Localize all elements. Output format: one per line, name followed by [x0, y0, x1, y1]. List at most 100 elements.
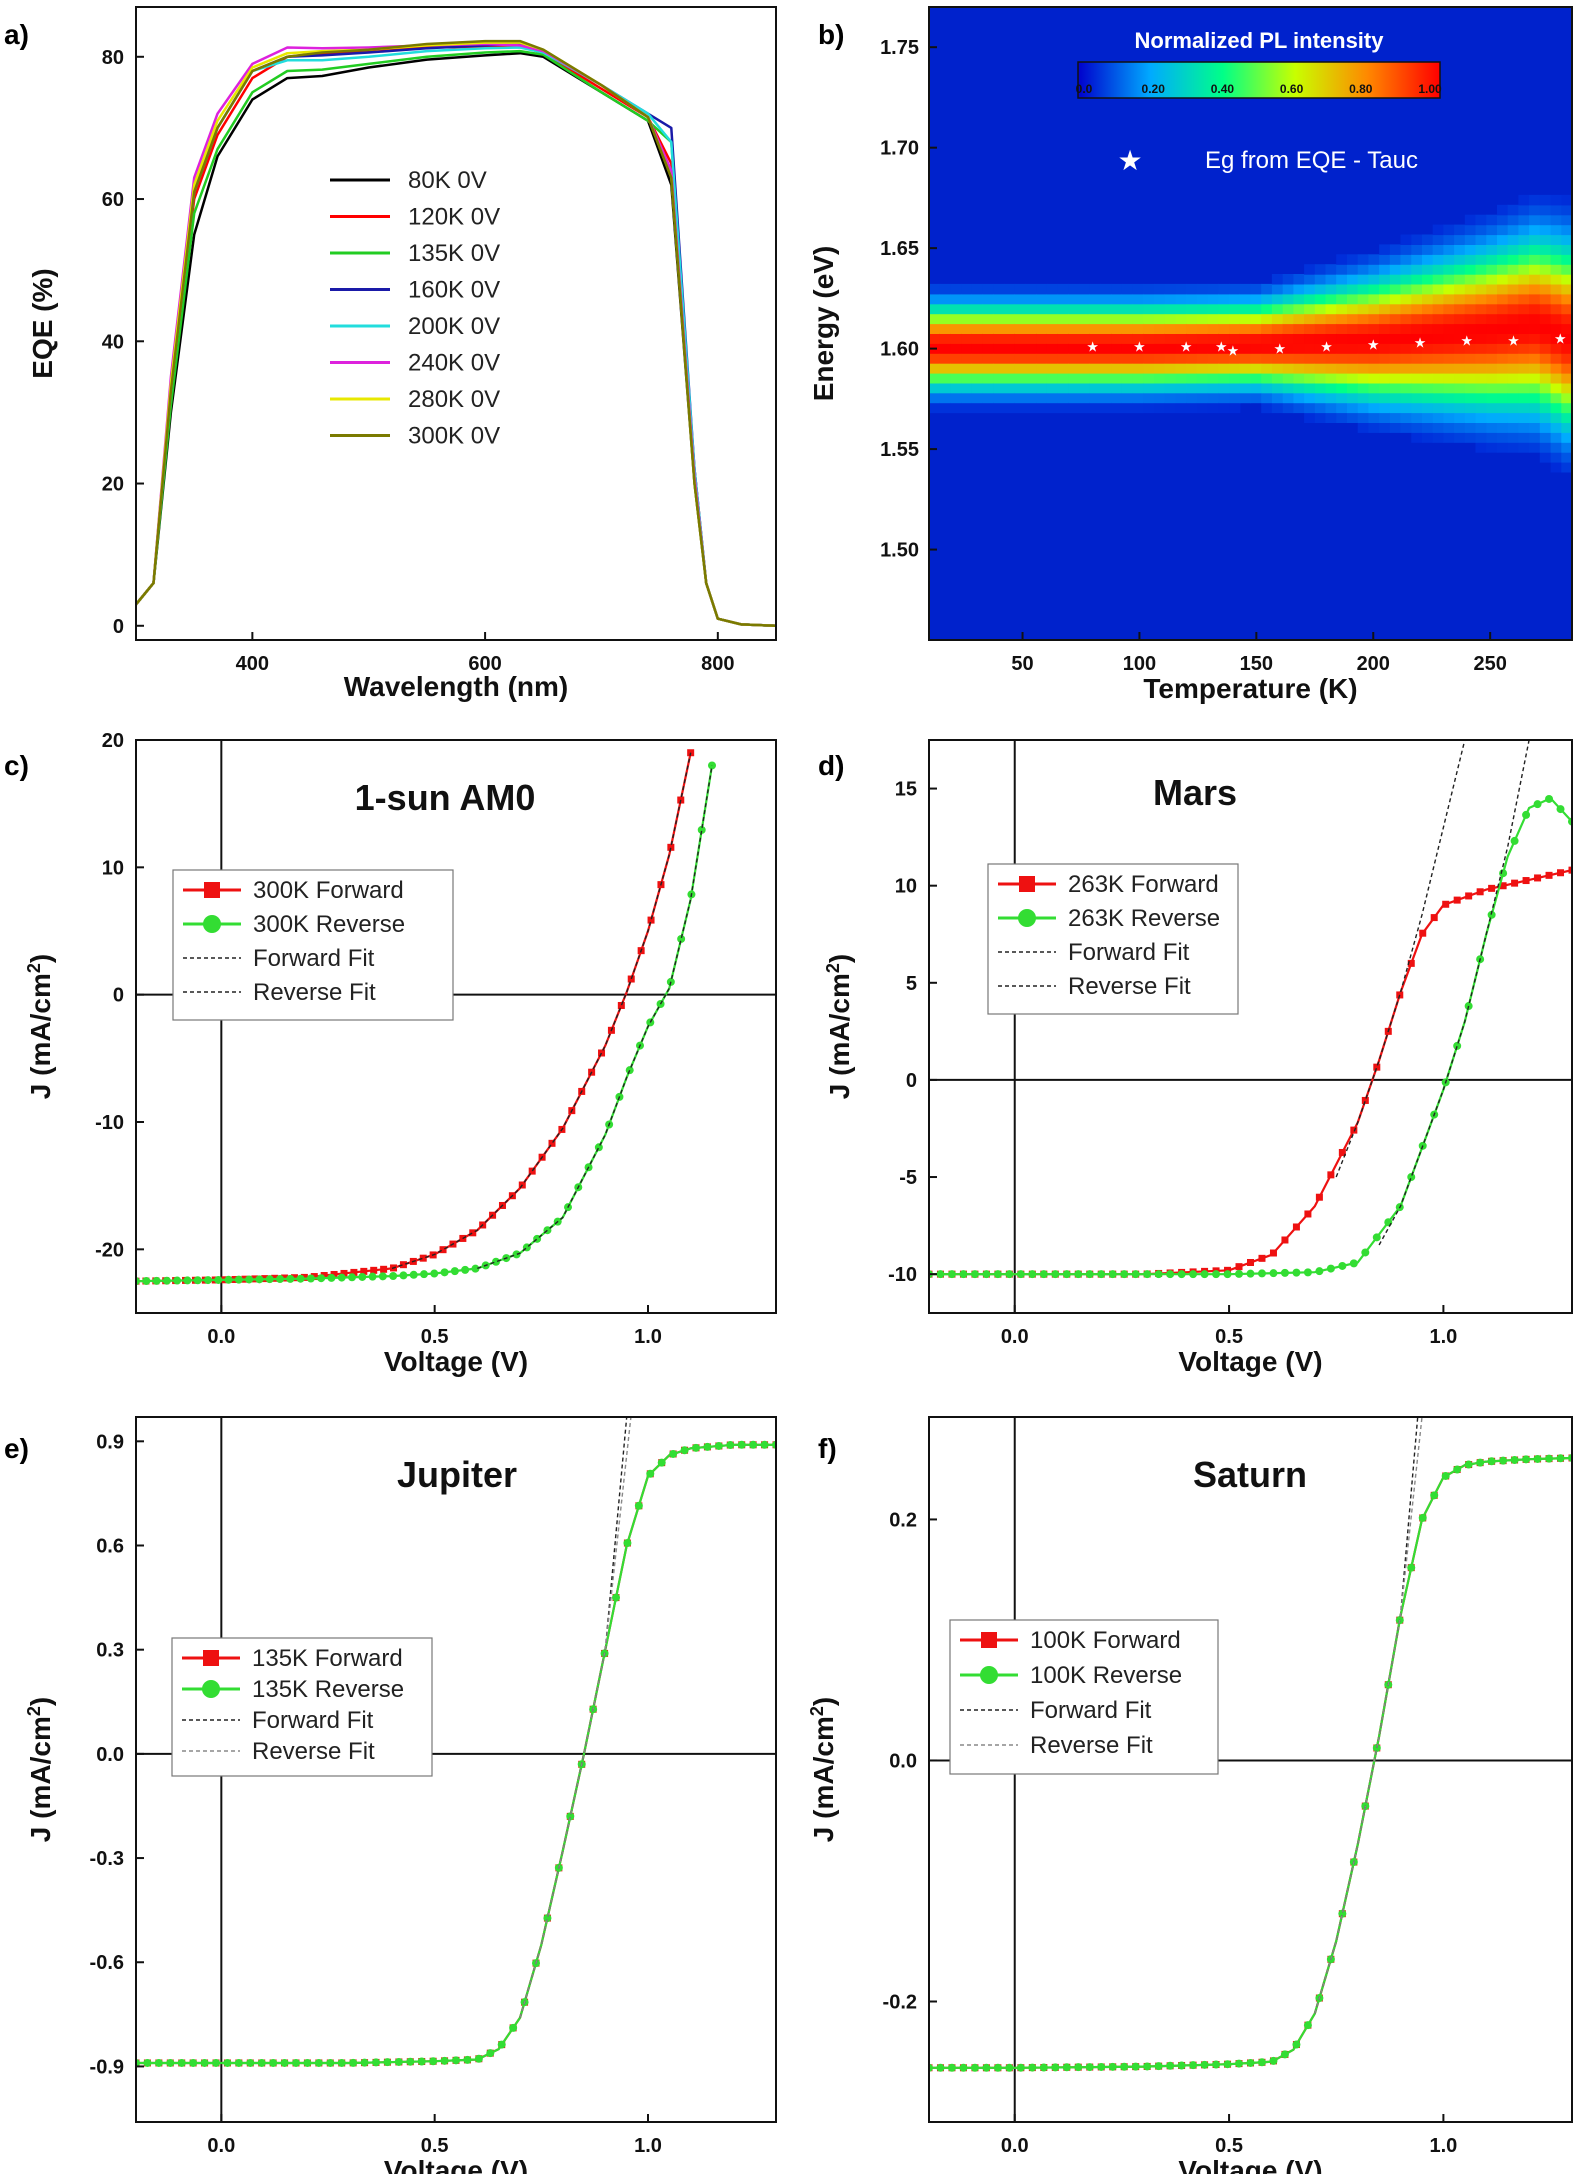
- heatmap-cell: [1304, 264, 1316, 275]
- data-point-300k-reverse: [317, 1274, 326, 1283]
- heatmap-cell: [1432, 234, 1444, 245]
- heatmap-cell: [1218, 343, 1230, 354]
- heatmap-cell: [1422, 402, 1434, 414]
- heatmap-cell: [1207, 402, 1219, 414]
- heatmap-cell: [1475, 214, 1487, 226]
- heatmap-cell: [1357, 392, 1369, 404]
- data-point-263k-reverse: [1223, 1270, 1232, 1279]
- heatmap-cell: [1347, 293, 1359, 305]
- heatmap-cell: [1486, 353, 1498, 364]
- y-tick-label: 0.3: [96, 1640, 124, 1662]
- heatmap-cell: [1357, 283, 1369, 295]
- legend-entry: 300K 0V: [408, 423, 500, 450]
- heatmap-cell: [1539, 452, 1552, 463]
- heatmap-cell: [1143, 283, 1155, 295]
- heatmap-cell: [1518, 373, 1530, 384]
- data-point-135k-reverse: [189, 2058, 198, 2067]
- heatmap-cell: [1518, 323, 1530, 334]
- heatmap-cell: [1325, 363, 1337, 374]
- heatmap-cell: [1261, 283, 1273, 295]
- data-point-263k-reverse: [1326, 1264, 1335, 1273]
- heatmap-cell: [1025, 343, 1037, 354]
- heatmap-cell: [1068, 373, 1080, 384]
- colorbar-tick: 1.00: [1418, 82, 1442, 96]
- heatmap-cell: [1100, 353, 1112, 364]
- heatmap-cell: [1539, 432, 1552, 443]
- heatmap-cell: [1314, 343, 1327, 354]
- heatmap-cell: [1443, 224, 1455, 236]
- data-point-100k-reverse: [1292, 2040, 1301, 2049]
- heatmap-cell: [1389, 303, 1402, 315]
- heatmap-cell: [1400, 382, 1412, 394]
- heatmap-cell: [1529, 313, 1541, 325]
- legend-entry: 100K Forward: [1030, 1627, 1181, 1654]
- legend-entry: Forward Fit: [1030, 1697, 1152, 1724]
- data-point-263k-forward: [1430, 914, 1438, 922]
- heatmap-cell: [1432, 264, 1444, 275]
- heatmap-cell: [1422, 353, 1434, 364]
- heatmap-cell: [1529, 402, 1541, 414]
- heatmap-cell: [1025, 313, 1037, 325]
- data-point-135k-reverse: [760, 1440, 769, 1449]
- legend-entry: Reverse Fit: [253, 979, 376, 1006]
- heatmap-cell: [1411, 313, 1423, 325]
- heatmap-cell: [1325, 323, 1337, 334]
- heatmap-cell: [1347, 382, 1359, 394]
- legend-entry: 135K Forward: [252, 1645, 403, 1672]
- panel-label: b): [818, 19, 844, 50]
- data-point-300k-forward: [419, 1254, 427, 1262]
- legend-entry: 300K Forward: [253, 877, 404, 904]
- heatmap-cell: [1389, 264, 1402, 275]
- heatmap-cell: [1400, 244, 1412, 255]
- heatmap-cell: [950, 402, 962, 414]
- x-tick-label: 0.0: [1001, 2135, 1029, 2157]
- heatmap-cell: [1368, 333, 1380, 344]
- data-point-300k-reverse: [409, 1270, 418, 1279]
- y-tick-label: -5: [899, 1167, 917, 1189]
- heatmap-cell: [1389, 313, 1402, 325]
- heatmap-cell: [1036, 382, 1048, 394]
- heatmap-cell: [1518, 363, 1530, 374]
- heatmap-cell: [1518, 313, 1530, 325]
- x-tick-label: 0.0: [1001, 1326, 1029, 1348]
- heatmap-cell: [1539, 363, 1552, 374]
- heatmap-cell: [1186, 402, 1198, 414]
- heatmap-cell: [1432, 293, 1444, 305]
- heatmap-cell: [1539, 204, 1552, 216]
- heatmap-cell: [1550, 234, 1562, 245]
- y-tick-label: 80: [102, 47, 124, 69]
- heatmap-cell: [1111, 313, 1123, 325]
- heatmap-cell: [1014, 373, 1026, 384]
- heatmap-cell: [1507, 402, 1519, 414]
- data-point-300k-reverse: [378, 1272, 387, 1281]
- data-point-263k-forward: [1258, 1254, 1266, 1262]
- heatmap-cell: [1550, 254, 1562, 265]
- heatmap-cell: [1497, 333, 1509, 344]
- heatmap-cell: [1271, 373, 1284, 384]
- heatmap-cell: [1304, 373, 1316, 384]
- heatmap-cell: [1518, 244, 1530, 255]
- heatmap-cell: [1004, 363, 1016, 374]
- heatmap-cell: [961, 313, 973, 325]
- data-point-263k-reverse: [993, 1270, 1002, 1279]
- heatmap-cell: [1282, 303, 1294, 315]
- data-point-300k-reverse: [224, 1275, 233, 1284]
- heatmap-cell: [939, 363, 951, 374]
- y-tick-label: 20: [102, 474, 124, 496]
- heatmap-cell: [1304, 293, 1316, 305]
- heatmap-cell: [1539, 224, 1552, 236]
- heatmap-cell: [1550, 343, 1562, 354]
- heatmap-cell: [1014, 323, 1026, 334]
- data-point-300k-forward: [350, 1268, 358, 1276]
- heatmap-cell: [929, 313, 941, 325]
- heatmap-cell: [1475, 353, 1487, 364]
- data-point-263k-reverse: [1108, 1270, 1117, 1279]
- heatmap-cell: [1357, 373, 1369, 384]
- heatmap-cell: [1379, 244, 1391, 255]
- heatmap-cell: [1379, 363, 1391, 374]
- heatmap-cell: [1389, 274, 1402, 285]
- heatmap-cell: [1068, 343, 1080, 354]
- heatmap-cell: [1464, 274, 1477, 285]
- heatmap-cell: [1475, 234, 1487, 245]
- heatmap-cell: [982, 402, 994, 414]
